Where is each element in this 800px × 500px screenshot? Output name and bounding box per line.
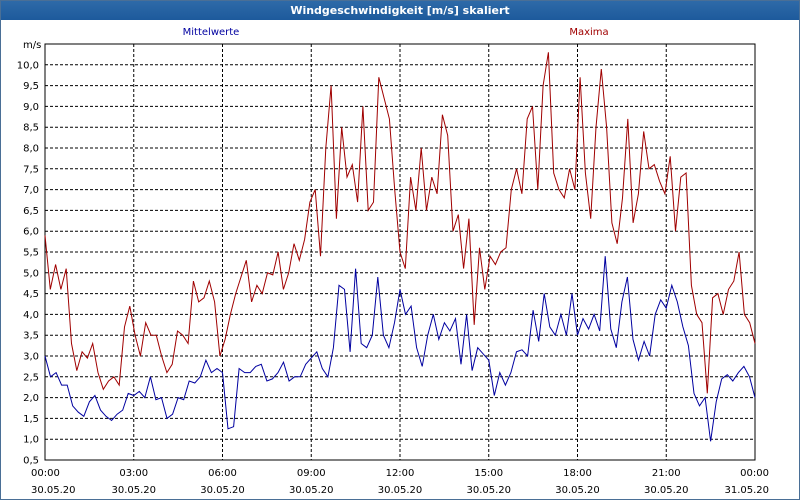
window-title: Windgeschwindigkeit [m/s] skaliert bbox=[1, 1, 799, 20]
x-tick-date: 30.05.20 bbox=[378, 485, 423, 496]
x-tick-time: 03:00 bbox=[119, 468, 148, 479]
y-tick-label: 2,5 bbox=[23, 372, 39, 383]
x-tick-time: 15:00 bbox=[474, 468, 503, 479]
x-tick-date: 30.05.20 bbox=[555, 485, 600, 496]
x-tick-time: 00:00 bbox=[31, 468, 60, 479]
series bbox=[44, 52, 756, 442]
x-tick-date: 31.05.20 bbox=[724, 485, 769, 496]
x-tick-time: 09:00 bbox=[297, 468, 326, 479]
x-tick-date: 30.05.20 bbox=[466, 485, 511, 496]
y-tick-label: 7,0 bbox=[23, 185, 39, 196]
axes: 0,5 1,0 1,5 2,0 2,5 3,0 3,5 4,0 4,5 5,0 5,5 6,0 6,5 7… bbox=[17, 43, 769, 496]
y-tick-label: 8,5 bbox=[23, 123, 39, 134]
y-tick-label: 0,5 bbox=[23, 456, 39, 467]
y-tick-label: 5,0 bbox=[23, 268, 39, 279]
y-tick-label: 3,5 bbox=[23, 331, 39, 342]
x-tick-time: 18:00 bbox=[563, 468, 592, 479]
wind-speed-chart: 0,5 1,0 1,5 2,0 2,5 3,0 3,5 4,0 4,5 5,0 5,5 6,0 6,5 7… bbox=[17, 27, 769, 496]
y-tick-label: 9,5 bbox=[23, 81, 39, 92]
y-tick-label: 6,0 bbox=[23, 227, 39, 238]
series-line-maxima bbox=[44, 52, 756, 394]
y-axis-unit-label: m/s bbox=[23, 40, 41, 51]
y-tick-label: 4,0 bbox=[23, 310, 39, 321]
legend-mittelwerte: Mittelwerte bbox=[183, 27, 240, 38]
y-tick-label: 4,5 bbox=[23, 289, 39, 300]
y-tick-label: 9,0 bbox=[23, 102, 39, 113]
plot-frame bbox=[44, 43, 756, 461]
x-tick-time: 21:00 bbox=[652, 468, 681, 479]
y-tick-label: 10,0 bbox=[17, 60, 39, 71]
y-tick-label: 5,5 bbox=[23, 248, 39, 259]
y-tick-label: 1,0 bbox=[23, 435, 39, 446]
x-tick-date: 30.05.20 bbox=[31, 485, 76, 496]
x-tick-date: 30.05.20 bbox=[289, 485, 334, 496]
y-tick-label: 7,5 bbox=[23, 164, 39, 175]
y-tick-label: 1,5 bbox=[23, 414, 39, 425]
x-tick-date: 30.05.20 bbox=[644, 485, 689, 496]
y-tick-label: 8,0 bbox=[23, 144, 39, 155]
y-tick-label: 2,0 bbox=[23, 393, 39, 404]
y-tick-label: 6,5 bbox=[23, 206, 39, 217]
x-tick-date: 30.05.20 bbox=[111, 485, 156, 496]
legend-maxima: Maxima bbox=[569, 27, 608, 38]
x-tick-time: 12:00 bbox=[386, 468, 415, 479]
x-tick-time: 06:00 bbox=[208, 468, 237, 479]
x-tick-date: 30.05.20 bbox=[200, 485, 245, 496]
x-tick-time: 00:00 bbox=[740, 468, 769, 479]
y-tick-label: 3,0 bbox=[23, 352, 39, 363]
series-line-mittelwerte bbox=[44, 256, 756, 442]
